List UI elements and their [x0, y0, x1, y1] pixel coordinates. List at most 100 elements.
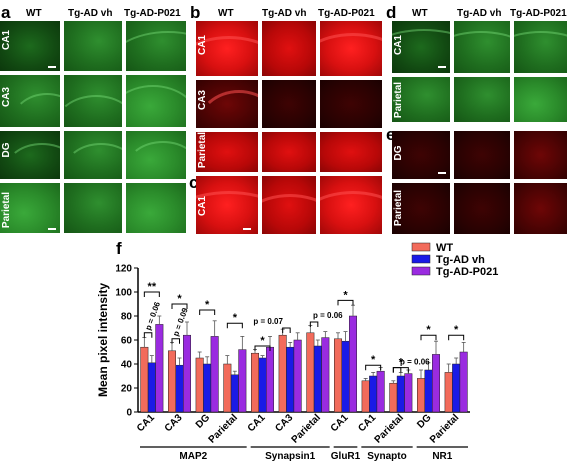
- x-tick-label-7: CA1: [329, 412, 351, 434]
- panel-b-tile-ca3-wt: [196, 80, 258, 128]
- bar-2-8: [376, 370, 385, 413]
- group-label-1: Synapsin1: [265, 451, 315, 462]
- group-label-0: MAP2: [179, 451, 207, 462]
- bar-2-2: [210, 336, 219, 413]
- bar-1-5: [286, 346, 295, 413]
- panel-d-tile-parietal-wt: [392, 77, 450, 122]
- bar-0-5: [278, 334, 287, 413]
- bar-1-2: [203, 363, 212, 413]
- bar-1-3: [230, 374, 239, 413]
- x-tick-label-10: DG: [415, 412, 434, 431]
- bar-0-7: [334, 338, 342, 413]
- bar-0-10: [417, 378, 425, 413]
- sig-bracket-13: [392, 367, 409, 373]
- sig-bracket-6: [254, 345, 271, 351]
- sig-label-8: p = 0.07: [253, 317, 283, 326]
- sig-label-5: *: [205, 299, 210, 311]
- bar-1-7: [341, 340, 350, 413]
- group-label-3: Synapto: [367, 451, 406, 462]
- panel-e-tile-dg-wt: [392, 131, 450, 179]
- bar-0-4: [251, 352, 259, 413]
- panel-d-label: d: [386, 3, 397, 22]
- sig-label-14: *: [454, 324, 459, 336]
- panel-b-label: b: [190, 3, 201, 22]
- panel-e-tile-parietal-p021: [514, 183, 567, 234]
- panel-e-tile-dg-p021: [514, 131, 567, 179]
- panel-b-col-p021: Tg-AD-P021: [318, 8, 375, 19]
- sig-bracket-9: [309, 321, 319, 327]
- panel-b-col-wt: WT: [218, 8, 234, 19]
- panel-b-tile-ca1-p021: [320, 21, 382, 76]
- panel-d-scale-bar: [438, 66, 446, 68]
- sig-label-9: p = 0.06: [313, 311, 343, 320]
- panel-c-tile-ca1-p021: [320, 176, 382, 234]
- panel-e-tile-parietal-wt: [392, 183, 450, 234]
- panel-a-label: a: [1, 3, 11, 22]
- sig-bracket-7: [337, 299, 354, 306]
- y-tick-label-2: 40: [121, 360, 133, 371]
- bar-1-11: [452, 363, 461, 413]
- legend-label-2: Tg-AD-P021: [436, 266, 498, 278]
- bar-0-0: [140, 346, 149, 413]
- sig-label-3: *: [233, 312, 238, 324]
- x-tick-label-6: Parietal: [290, 412, 323, 445]
- panel-d-tile-ca1-wt: [392, 21, 450, 73]
- bar-1-9: [396, 375, 405, 413]
- bar-2-9: [404, 373, 413, 413]
- legend-label-1: Tg-AD vh: [436, 254, 485, 266]
- x-tick-label-9: Parietal: [373, 412, 406, 445]
- x-tick-label-5: CA3: [273, 412, 295, 434]
- sig-label-13: *: [399, 357, 404, 369]
- sig-bracket-11: [420, 334, 437, 341]
- panel-a-tile-parietal-vh: [64, 183, 122, 233]
- sig-label-11: *: [426, 324, 431, 336]
- y-tick-label-6: 120: [115, 264, 132, 275]
- panel-d-tile-ca1-vh: [454, 21, 510, 73]
- bar-0-1: [168, 350, 176, 413]
- y-tick-label-3: 60: [121, 336, 133, 347]
- panel-b-tile-ca1-vh: [262, 21, 316, 76]
- panel-a-scale-bar: [48, 66, 56, 68]
- y-tick-label-0: 0: [126, 408, 132, 419]
- sig-bracket-1: [171, 303, 188, 309]
- bar-2-6: [321, 337, 330, 413]
- panel-b-tile-parietal-wt: [196, 132, 258, 172]
- bar-2-4: [266, 346, 274, 413]
- bar-2-5: [293, 339, 302, 413]
- panel-e-label: e: [386, 125, 396, 144]
- panel-a-tile-dg-p021: [126, 131, 186, 179]
- bar-0-2: [195, 357, 204, 413]
- x-tick-label-8: CA1: [356, 412, 378, 434]
- sig-bracket-4: [171, 338, 180, 344]
- panel-d-col-wt: WT: [412, 8, 428, 19]
- panel-a-tile-parietal-wt: [0, 183, 60, 233]
- legend-label-0: WT: [436, 242, 453, 254]
- bar-2-10: [432, 354, 440, 413]
- bar-2-1: [183, 334, 191, 413]
- panel-c-label: c: [189, 173, 199, 192]
- panel-a-tile-ca3-vh: [64, 75, 122, 127]
- y-tick-label-1: 20: [121, 384, 133, 395]
- sig-bracket-10: [365, 364, 382, 371]
- panel-d-tile-ca1-p021: [514, 21, 567, 73]
- panel-b-tile-ca3-p021: [320, 80, 382, 128]
- bar-0-8: [361, 380, 370, 413]
- x-tick-label-1: CA3: [163, 412, 185, 434]
- bar-1-10: [424, 369, 433, 413]
- legend-swatch-0: [411, 242, 431, 252]
- panel-d-tile-parietal-p021: [514, 77, 567, 122]
- panel-a-tile-dg-vh: [64, 131, 122, 179]
- panel-a-col-wt: WT: [26, 8, 42, 19]
- sig-label-0: **: [148, 281, 157, 293]
- x-tick-label-3: Parietal: [207, 412, 240, 445]
- panel-c-tile-ca1-wt: [196, 176, 258, 234]
- bar-0-9: [389, 382, 398, 413]
- sig-bracket-2: [143, 332, 153, 338]
- bar-0-6: [306, 332, 315, 413]
- panel-a-tile-ca1-vh: [64, 21, 122, 71]
- bar-1-1: [175, 364, 184, 413]
- panel-e-scale-bar: [438, 172, 446, 174]
- panel-a-tile-ca1-p021: [126, 21, 186, 71]
- panel-b-tile-parietal-vh: [262, 132, 316, 172]
